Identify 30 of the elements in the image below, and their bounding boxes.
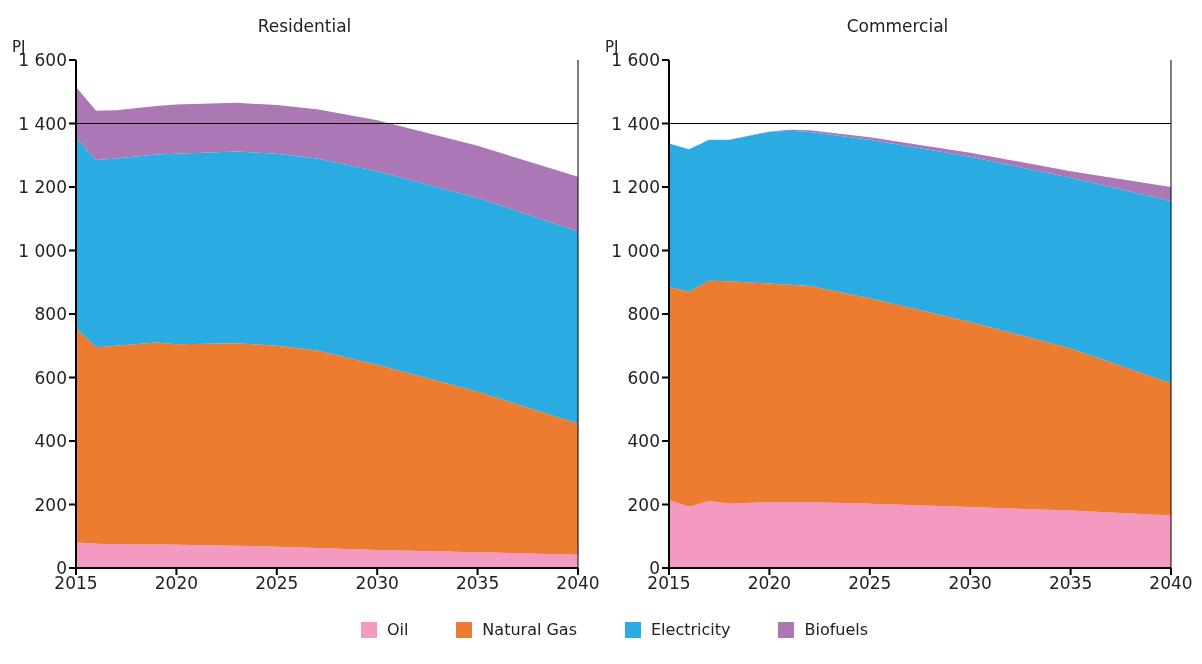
legend-label: Biofuels: [803, 620, 869, 639]
y-tick-label: 200: [627, 494, 660, 515]
y-tick-label: 400: [34, 431, 67, 452]
x-tick-label: 2040: [1149, 573, 1193, 594]
y-tick-label: 800: [627, 304, 660, 325]
x-tick-label: 2020: [747, 573, 792, 594]
x-tick-label: 2025: [848, 573, 892, 594]
legend-label: Electricity: [650, 620, 731, 639]
y-tick-label: 200: [34, 494, 67, 515]
x-tick-label: 2025: [255, 573, 299, 594]
y-tick-label: 1 200: [611, 177, 660, 198]
y-tick-label: 1 200: [18, 177, 67, 198]
y-tick-label: 1 000: [18, 240, 67, 261]
y-tick-label: 1 000: [611, 240, 660, 261]
legend-label: Oil: [385, 620, 409, 639]
y-tick-label: 1 400: [611, 113, 660, 134]
x-tick-label: 2030: [948, 573, 992, 594]
x-tick-label: 2030: [355, 573, 399, 594]
x-tick-label: 2035: [455, 573, 500, 594]
x-tick-label: 2035: [1048, 573, 1093, 594]
y-tick-label: 600: [627, 367, 660, 388]
y-tick-label: 1 400: [18, 113, 67, 134]
chart-title: Residential: [256, 16, 353, 36]
x-tick-label: 2020: [154, 573, 199, 594]
y-tick-label: 800: [34, 304, 67, 325]
y-tick-label: 400: [627, 431, 660, 452]
legend-label: Natural Gas: [481, 620, 577, 639]
x-tick-label: 2040: [556, 573, 600, 594]
chart-title: Commercial: [845, 16, 950, 36]
y-tick-label: 600: [34, 367, 67, 388]
